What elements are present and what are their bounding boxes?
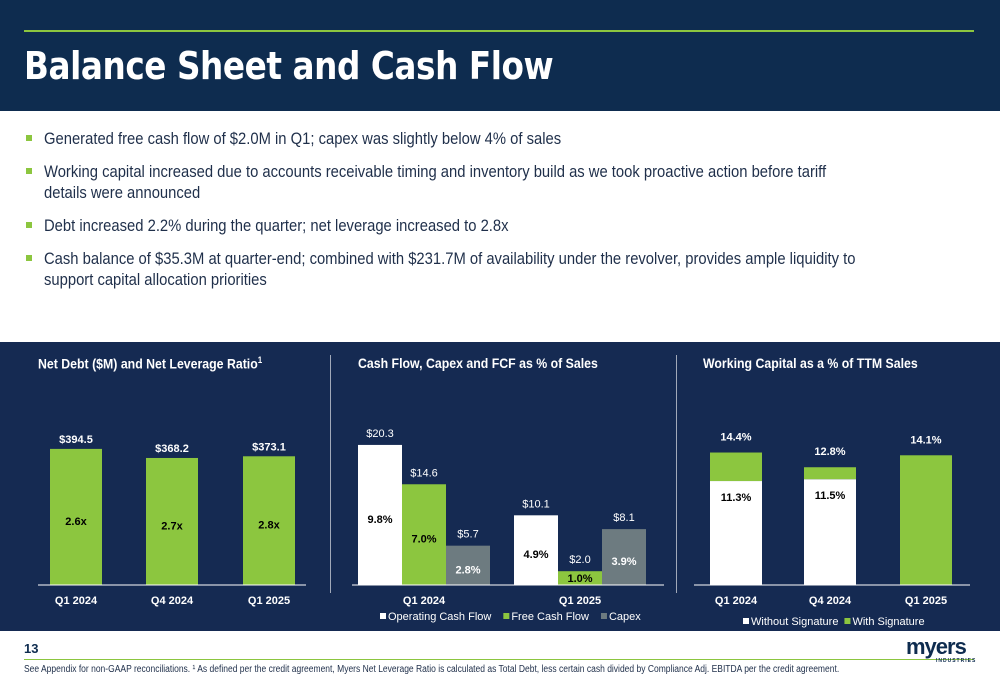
x-axis-tick-label: Q1 2024 [55, 595, 98, 607]
bullet-square-icon [26, 222, 32, 228]
title-accent-line [24, 30, 974, 32]
logo-wordmark: myers [906, 634, 967, 659]
x-axis-tick-label: Q4 2024 [151, 595, 194, 607]
net-debt-bar [146, 457, 198, 585]
legend-label: With Signature [852, 616, 924, 628]
bullet-item: Generated free cash flow of $2.0M in Q1;… [26, 128, 976, 149]
cash-flow-value-label: $20.3 [366, 428, 394, 440]
working-capital-bar [804, 467, 856, 480]
legend-swatch [380, 613, 386, 619]
footnote: See Appendix for non-GAAP reconciliation… [24, 664, 840, 675]
working-capital-total-label: 14.1% [910, 434, 941, 446]
working-capital-bar [804, 479, 856, 585]
bullet-square-icon [26, 255, 32, 261]
bullet-list: Generated free cash flow of $2.0M in Q1;… [26, 128, 976, 302]
cash-flow-bar [446, 545, 490, 585]
working-capital-segment-label: 11.3% [721, 492, 752, 504]
x-axis-tick-label: Q1 2025 [559, 595, 601, 607]
logo-subtitle: INDUSTRIES [936, 658, 977, 664]
bullet-item: Cash balance of $35.3M at quarter-end; c… [26, 248, 976, 290]
working-capital-total-label: 14.4% [720, 432, 751, 444]
working-capital-bar [900, 455, 952, 585]
legend-swatch [743, 618, 749, 624]
legend-label: Operating Cash Flow [388, 611, 491, 623]
cash-flow-pct-label: 9.8% [367, 514, 392, 526]
bullet-text: Debt increased 2.2% during the quarter; … [44, 216, 509, 235]
bullet-text: Working capital increased due to account… [44, 162, 827, 181]
charts-canvas: $394.5 2.6x Q1 2024 $368.2 2.7x Q4 2024 $373.1… [38, 428, 970, 628]
net-debt-value-label: $373.1 [252, 441, 286, 453]
bullet-text-continued: support capital allocation priorities [44, 270, 267, 289]
net-debt-bar [243, 456, 295, 585]
chart-title-cash-flow: Cash Flow, Capex and FCF as % of Sales [358, 355, 598, 371]
working-capital-bar [710, 452, 762, 482]
cash-flow-value-label: $10.1 [522, 498, 550, 510]
cash-flow-value-label: $14.6 [410, 467, 438, 479]
bullet-text: Cash balance of $35.3M at quarter-end; c… [44, 249, 856, 268]
footer-divider [24, 659, 974, 660]
cash-flow-value-label: $8.1 [613, 512, 634, 524]
page-title: Balance Sheet and Cash Flow [24, 44, 554, 88]
cash-flow-pct-label: 1.0% [567, 573, 592, 585]
net-leverage-ratio-label: 2.6x [65, 516, 87, 528]
cash-flow-bar [358, 444, 402, 585]
cash-flow-value-label: $5.7 [457, 529, 478, 541]
net-leverage-ratio-label: 2.8x [258, 520, 280, 532]
net-debt-value-label: $394.5 [59, 434, 93, 446]
cash-flow-pct-label: 4.9% [523, 549, 548, 561]
cash-flow-bar [602, 529, 646, 585]
bullet-text-continued: details were announced [44, 183, 201, 202]
x-axis-tick-label: Q1 2025 [248, 595, 290, 607]
legend-swatch [844, 618, 851, 624]
chart-title-working-capital: Working Capital as a % of TTM Sales [703, 355, 918, 371]
cash-flow-bar [514, 515, 558, 585]
cash-flow-value-label: $2.0 [569, 554, 590, 566]
working-capital-total-label: 12.8% [814, 446, 845, 458]
chart-title-net-debt: Net Debt ($M) and Net Leverage Ratio1 [38, 355, 263, 372]
legend-label: Capex [609, 611, 641, 623]
cash-flow-bar [402, 484, 446, 585]
bullet-square-icon [26, 135, 32, 141]
x-axis-tick-label: Q1 2024 [403, 595, 446, 607]
legend-swatch [503, 613, 510, 619]
working-capital-bar [710, 481, 762, 585]
net-leverage-ratio-label: 2.7x [161, 520, 183, 532]
chart-divider [330, 355, 331, 593]
working-capital-segment-label: 11.5% [815, 490, 846, 502]
legend-swatch [600, 613, 607, 619]
bullet-item: Debt increased 2.2% during the quarter; … [26, 215, 976, 236]
chart-divider [676, 355, 677, 593]
bullet-text: Generated free cash flow of $2.0M in Q1;… [44, 129, 562, 148]
cash-flow-bar [558, 571, 602, 585]
x-axis-tick-label: Q4 2024 [809, 595, 852, 607]
net-debt-bar [50, 448, 102, 585]
legend-label: Free Cash Flow [511, 611, 589, 623]
legend-label: Without Signature [751, 616, 838, 628]
title-banner: Balance Sheet and Cash Flow [0, 0, 1000, 111]
x-axis-tick-label: Q1 2024 [715, 595, 758, 607]
bullet-square-icon [26, 168, 32, 174]
cash-flow-pct-label: 7.0% [411, 534, 436, 546]
cash-flow-pct-label: 2.8% [455, 564, 480, 576]
page-number: 13 [24, 641, 39, 656]
bullet-item: Working capital increased due to account… [26, 161, 976, 203]
net-debt-value-label: $368.2 [155, 443, 189, 455]
cash-flow-pct-label: 3.9% [611, 556, 636, 568]
x-axis-tick-label: Q1 2025 [905, 595, 947, 607]
myers-logo: myers INDUSTRIES [906, 634, 976, 664]
